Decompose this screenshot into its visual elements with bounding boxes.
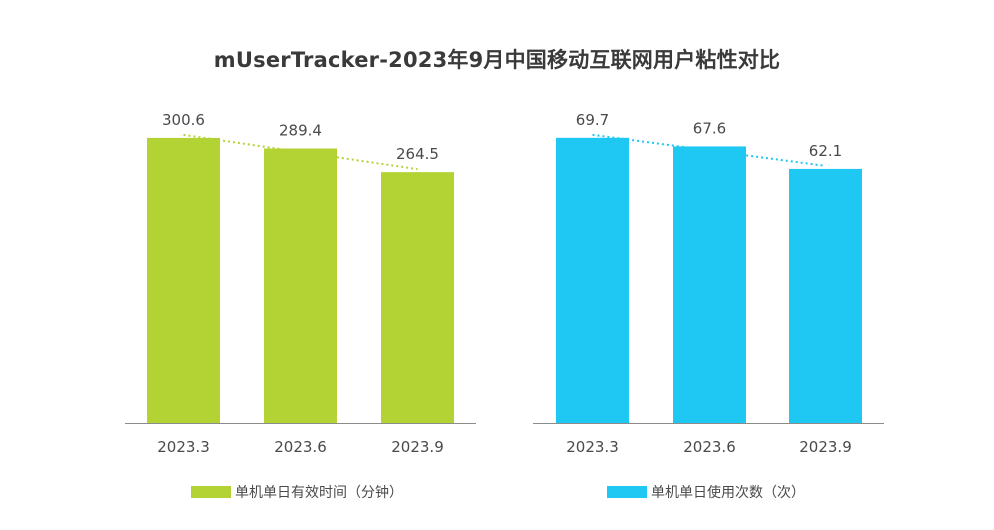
x-tick-label: 2023.3: [566, 438, 619, 456]
bar-2023.3: [147, 137, 220, 424]
chart-title: mUserTracker-2023年9月中国移动互联网用户粘性对比: [213, 48, 781, 72]
bar-2023.6: [673, 146, 746, 424]
x-tick-label: 2023.9: [799, 438, 852, 456]
bar-2023.9: [381, 172, 454, 423]
data-label: 62.1: [809, 142, 842, 160]
data-label: 289.4: [279, 122, 322, 140]
data-label: 69.7: [576, 111, 609, 129]
data-label: 264.5: [396, 145, 439, 163]
legend-label: 单机单日有效时间（分钟）: [235, 484, 403, 501]
data-label: 300.6: [162, 111, 205, 129]
x-tick-label: 2023.9: [391, 438, 444, 456]
legend-label: 单机单日使用次数（次）: [651, 484, 805, 501]
legend-swatch: [607, 486, 647, 498]
bar-2023.9: [789, 168, 862, 423]
trend-line: [592, 133, 826, 167]
legend-swatch: [191, 486, 231, 498]
data-label: 67.6: [693, 119, 726, 137]
bar-2023.6: [264, 148, 337, 423]
x-tick-label: 2023.3: [157, 438, 210, 456]
x-tick-label: 2023.6: [683, 438, 736, 456]
x-tick-label: 2023.6: [274, 438, 327, 456]
bar-2023.3: [556, 137, 629, 424]
